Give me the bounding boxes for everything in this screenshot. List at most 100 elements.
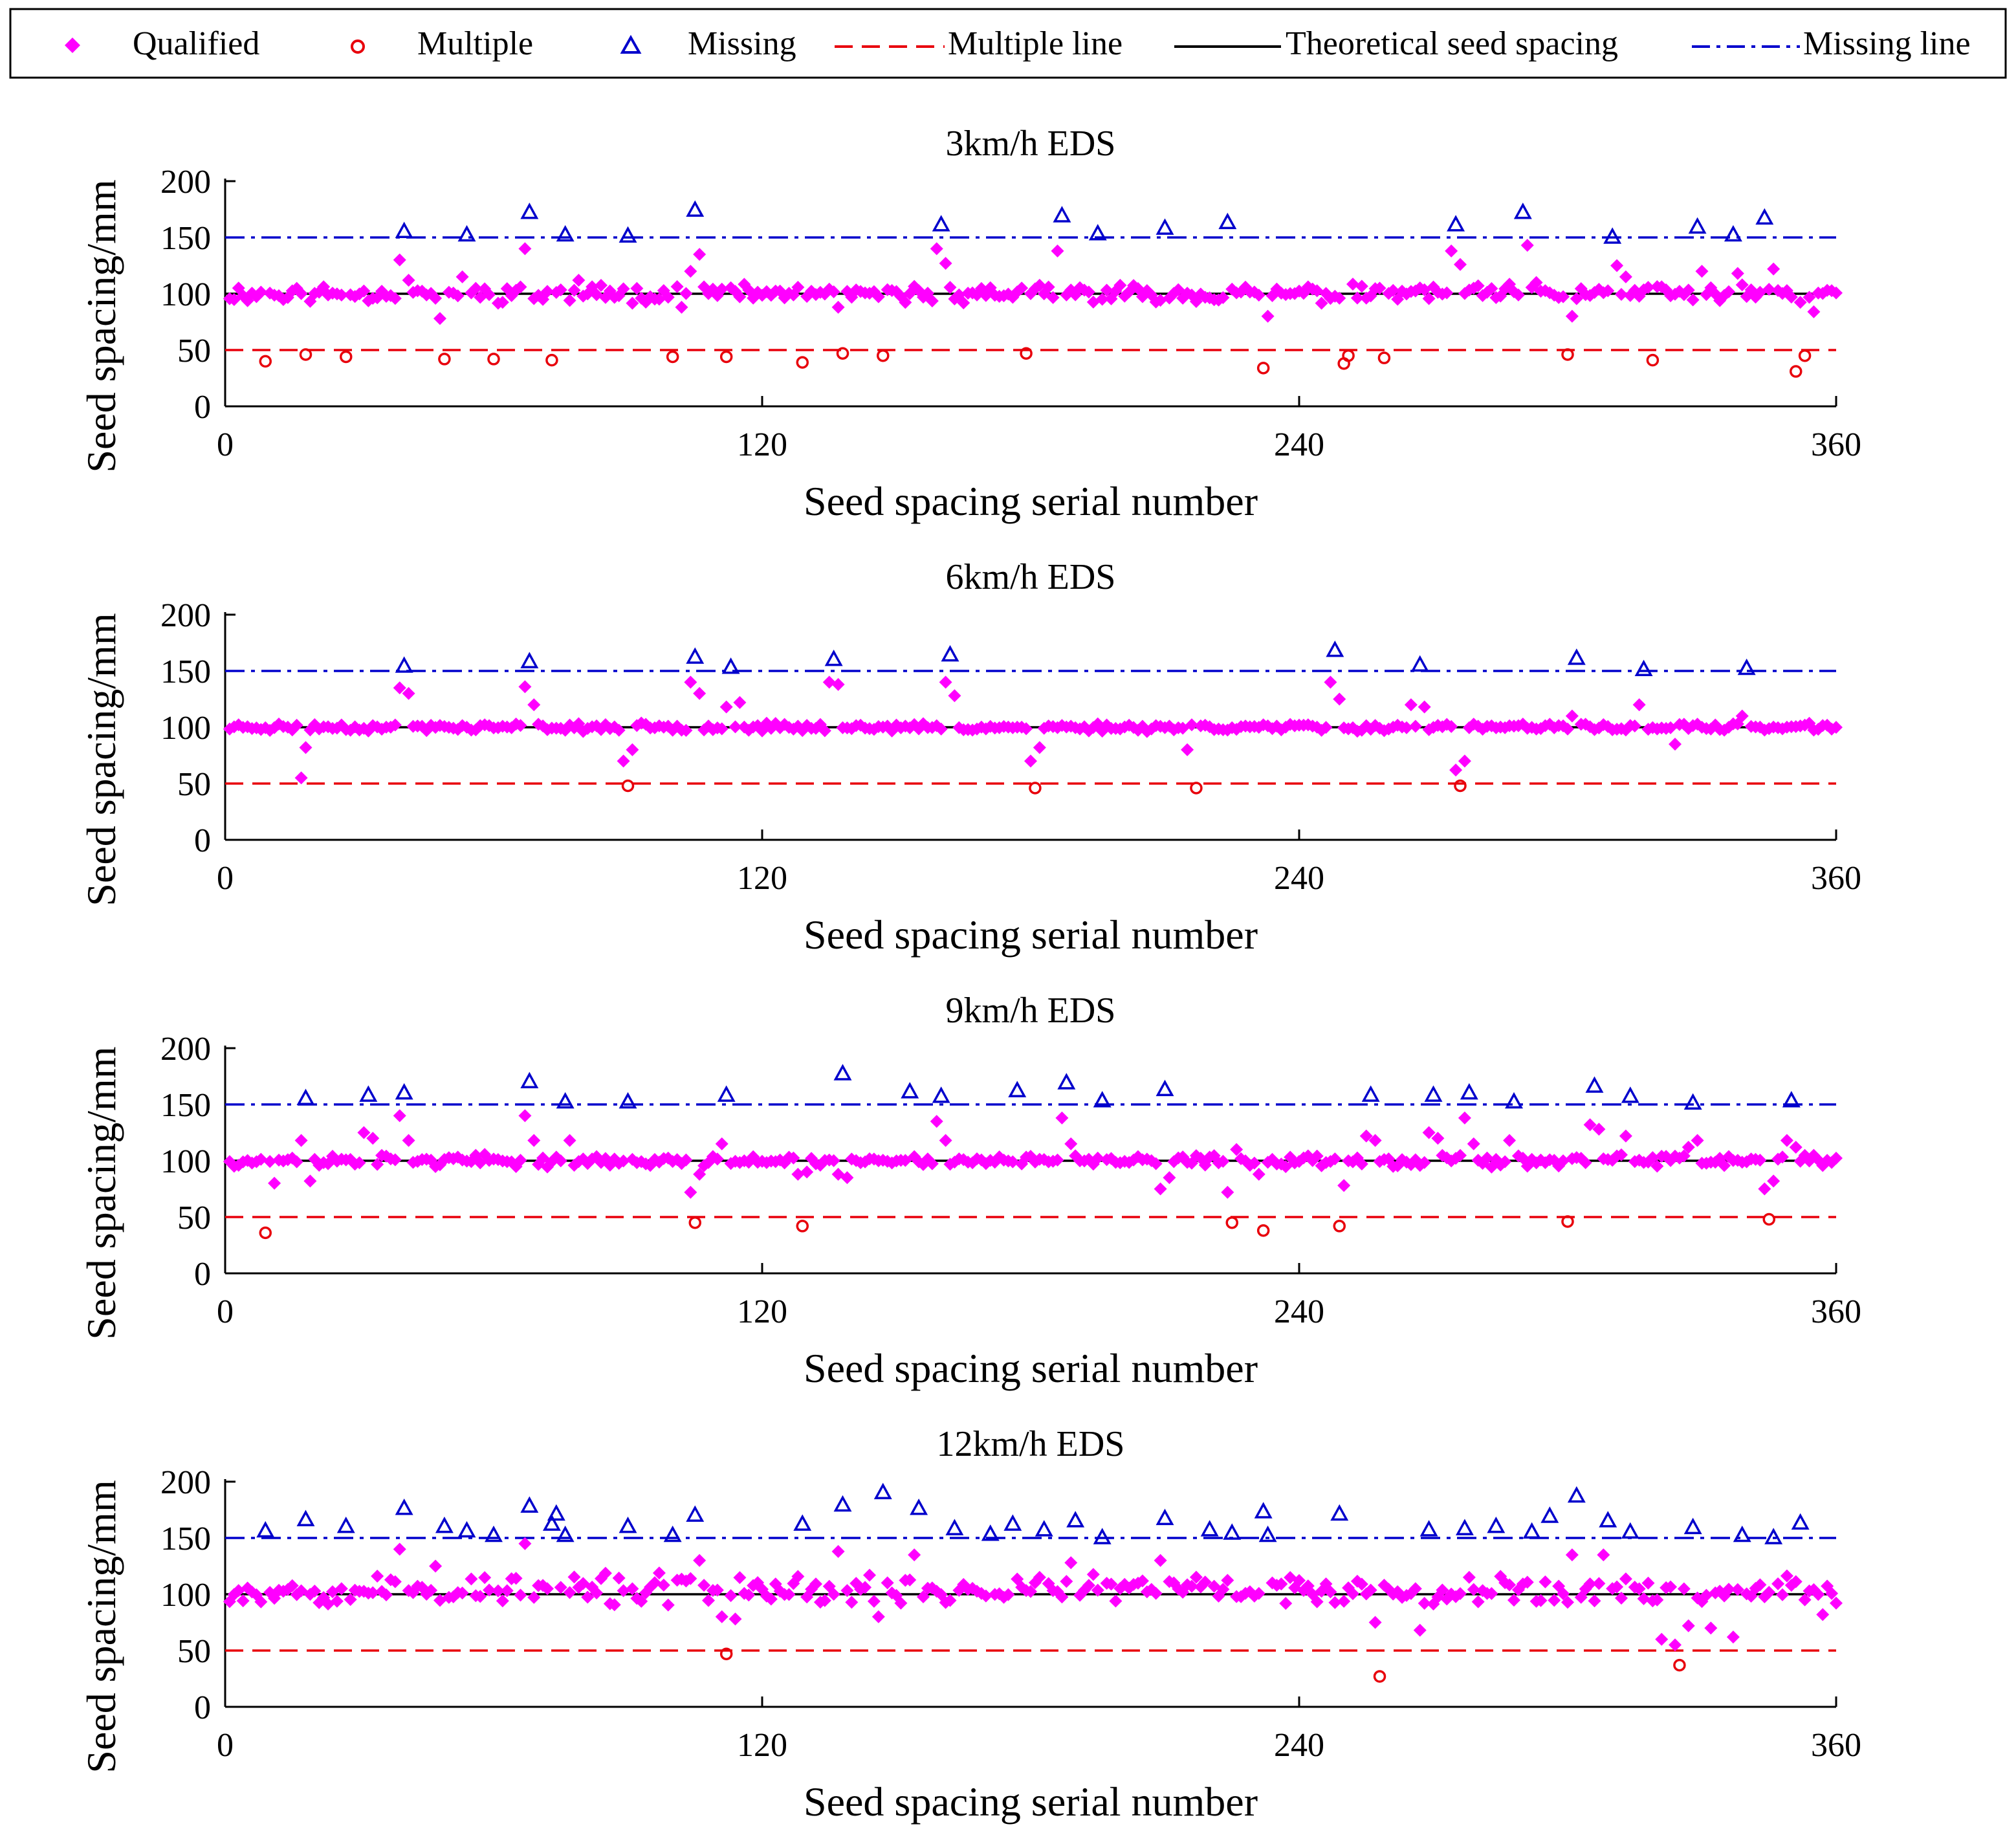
multiple-point [719,1647,733,1660]
qualified-point [1445,719,1458,733]
missing-point [520,1496,539,1513]
qualified-point [827,285,840,299]
qualified-point [1619,1572,1632,1586]
qualified-point [590,1586,604,1600]
qualified-point [1650,1159,1664,1173]
multiple-point [1190,782,1203,795]
missing-point [296,1509,315,1526]
qualified-point [1252,1586,1265,1600]
missing-point [901,1082,919,1099]
qualified-point [1163,1171,1176,1185]
qualified-point [693,1553,707,1567]
qualified-point [1350,291,1364,305]
multiple-marker-icon [351,39,365,54]
qualified-point [1368,1616,1382,1629]
qualified-point [541,285,554,298]
qualified-point [979,1589,992,1603]
missing-point [1460,1082,1478,1100]
y-tick-label: 150 [160,220,211,257]
missing-point [1447,215,1465,232]
qualified-point [1816,1608,1830,1621]
missing-point [1540,1506,1559,1523]
qualified-point [567,283,581,297]
qualified-point [1104,1577,1118,1591]
missing-point [1621,1086,1639,1103]
qualified-point [1557,290,1570,303]
x-tick-label: 360 [1811,1293,1861,1330]
missing-marker-icon [620,34,642,54]
missing-point [686,647,705,664]
missing-point [1361,1085,1380,1102]
qualified-point [1020,722,1033,736]
y-tick-label: 100 [160,1577,211,1614]
multiple-point [719,350,733,364]
qualified-point [626,743,639,756]
multiple-point [340,350,353,364]
qualified-point [1691,1134,1704,1147]
qualified-point [679,287,693,300]
qualified-point [330,1594,344,1608]
multiple-point [621,779,635,793]
qualified-point [1024,754,1037,768]
qualified-point [1682,1141,1695,1154]
qualified-point [1216,1154,1230,1168]
missing-point [1683,1093,1702,1110]
qualified-point [1520,239,1534,252]
qualified-point [1615,1592,1628,1605]
y-tick-label: 0 [194,1689,211,1726]
qualified-point [1615,288,1628,302]
qualified-point [1324,675,1337,689]
legend-box [9,8,2007,79]
qualified-point [1565,709,1579,723]
qualified-point [1534,1594,1548,1607]
qualified-point [254,285,268,299]
legend-label-missing: Missing [688,25,796,62]
missing-point [395,1082,413,1100]
qualified-point [702,1594,715,1607]
qualified-point [1454,258,1467,271]
missing-point [556,225,575,242]
qualified-point [1319,721,1333,734]
missing-point [336,1516,355,1533]
qualified-point [1718,1159,1731,1172]
qualified-point [1368,1134,1382,1147]
missing-point [1603,227,1622,244]
qualified-point [1247,1156,1261,1170]
qualified-point [357,284,371,298]
qualified-point [1181,743,1194,756]
qualified-point [1780,1134,1793,1147]
missing-point [296,1088,315,1106]
qualified-point [1646,1151,1660,1165]
qualified-point [1033,278,1046,292]
missing-point [941,645,959,662]
qualified-point [1346,1587,1359,1601]
qualified-point [729,1612,742,1626]
qualified-point [1664,1580,1678,1594]
qualified-point [402,686,415,700]
qualified-point [1480,1151,1494,1165]
multiple-point [1561,1215,1574,1228]
missing-point [1513,203,1532,219]
missing-point [1330,1504,1349,1521]
qualified-point [1337,1594,1351,1608]
missing-point [1688,217,1707,234]
qualified-point [809,1577,822,1591]
legend-item-missing-line: Missing line [1692,25,1971,62]
qualified-point [254,1595,268,1608]
qualified-point [840,1171,854,1185]
qualified-point [1445,244,1458,258]
qualified-point [1310,1149,1324,1163]
qualified-point [1216,291,1230,304]
missing-point [1634,659,1653,677]
legend-item-multiple: Multiple [351,25,533,62]
missing-point [1424,1085,1443,1102]
qualified-point [791,281,805,294]
missing-point [686,1505,705,1522]
qualified-point [1221,1185,1234,1199]
qualified-point [1408,1582,1422,1596]
qualified-point [1798,1593,1812,1607]
qualified-point [733,1571,747,1585]
qualified-point [1503,1134,1517,1147]
qualified-point [1408,719,1422,733]
y-tick-label: 150 [160,1087,211,1124]
